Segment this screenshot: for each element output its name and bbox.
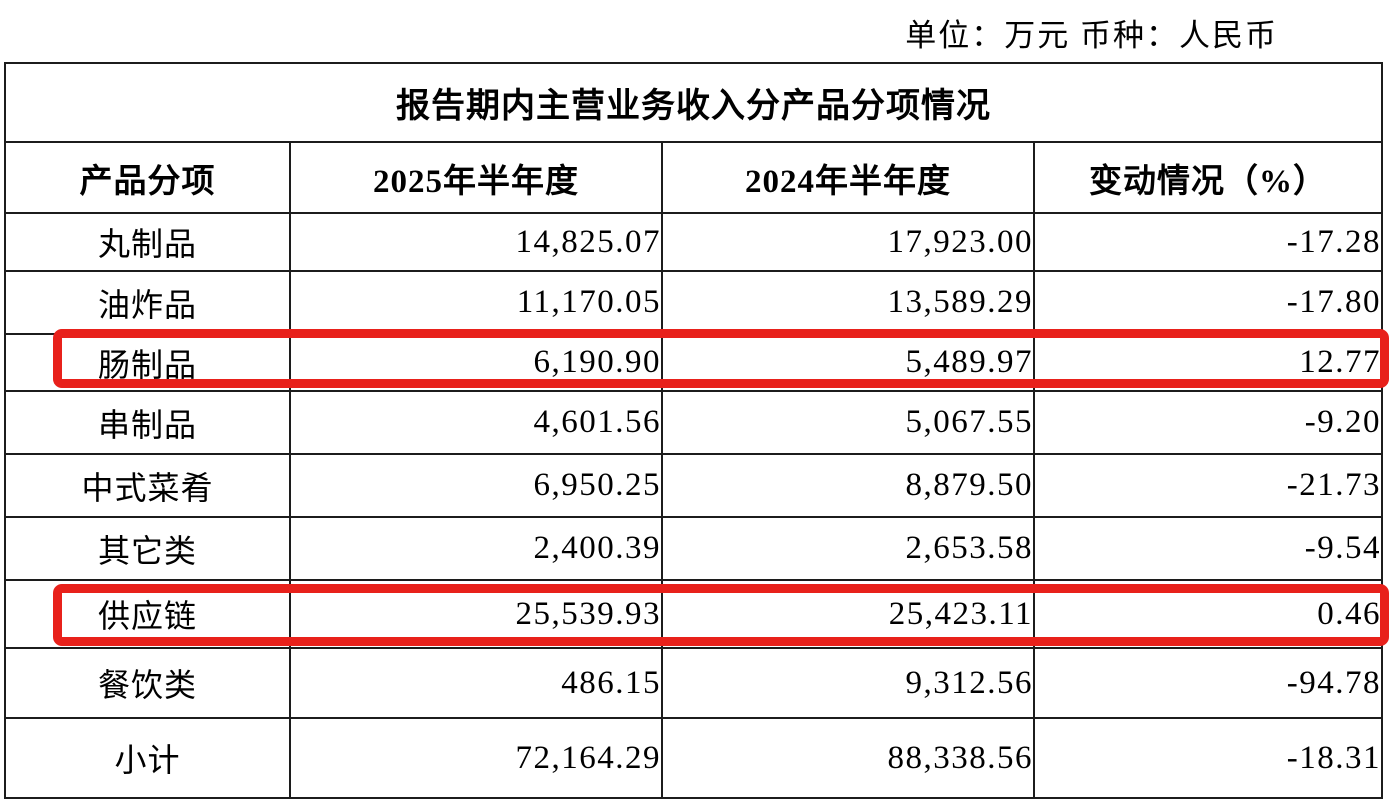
product-cell: 油炸品 [4, 270, 291, 335]
table-row-subtotal: 小计 72,164.29 88,338.56 -18.31 [4, 717, 1383, 799]
change-pct-cell: -94.78 [1033, 647, 1383, 719]
value-2025-cell: 11,170.05 [289, 270, 663, 335]
value-2025-cell: 4,601.56 [289, 390, 663, 455]
product-cell: 肠制品 [4, 333, 291, 392]
table-title: 报告期内主营业务收入分产品分项情况 [4, 62, 1383, 143]
value-2025-cell: 6,950.25 [289, 453, 663, 518]
value-2025-cell: 6,190.90 [289, 333, 663, 392]
change-pct-cell: -9.54 [1033, 516, 1383, 581]
change-pct-cell: -17.80 [1033, 270, 1383, 335]
value-2025-cell: 72,164.29 [289, 717, 663, 799]
change-pct-cell: -21.73 [1033, 453, 1383, 518]
product-cell: 串制品 [4, 390, 291, 455]
value-2025-cell: 486.15 [289, 647, 663, 719]
product-cell: 中式菜肴 [4, 453, 291, 518]
change-pct-cell: -9.20 [1033, 390, 1383, 455]
value-2024-cell: 2,653.58 [661, 516, 1035, 581]
table-row: 中式菜肴 6,950.25 8,879.50 -21.73 [4, 453, 1383, 518]
table-row: 油炸品 11,170.05 13,589.29 -17.80 [4, 270, 1383, 335]
value-2024-cell: 9,312.56 [661, 647, 1035, 719]
product-cell: 供应链 [4, 579, 291, 649]
product-cell: 餐饮类 [4, 647, 291, 719]
product-cell: 丸制品 [4, 212, 291, 272]
table-row: 串制品 4,601.56 5,067.55 -9.20 [4, 390, 1383, 455]
change-pct-cell: 12.77 [1033, 333, 1383, 392]
table-row-highlighted: 供应链 25,539.93 25,423.11 0.46 [4, 579, 1383, 649]
table-row: 餐饮类 486.15 9,312.56 -94.78 [4, 647, 1383, 719]
value-2025-cell: 14,825.07 [289, 212, 663, 272]
change-pct-cell: -18.31 [1033, 717, 1383, 799]
value-2024-cell: 5,067.55 [661, 390, 1035, 455]
product-cell: 其它类 [4, 516, 291, 581]
value-2024-cell: 8,879.50 [661, 453, 1035, 518]
product-cell: 小计 [4, 717, 291, 799]
unit-currency-label: 单位：万元 币种：人民币 [905, 18, 1278, 53]
column-header-change-pct: 变动情况（%） [1033, 141, 1383, 214]
value-2024-cell: 25,423.11 [661, 579, 1035, 649]
value-2025-cell: 25,539.93 [289, 579, 663, 649]
value-2024-cell: 13,589.29 [661, 270, 1035, 335]
table-title-row: 报告期内主营业务收入分产品分项情况 [4, 62, 1383, 143]
value-2024-cell: 17,923.00 [661, 212, 1035, 272]
table-row-highlighted: 肠制品 6,190.90 5,489.97 12.77 [4, 333, 1383, 392]
column-header-2024-h1: 2024年半年度 [661, 141, 1035, 214]
column-header-2025-h1: 2025年半年度 [289, 141, 663, 214]
change-pct-cell: -17.28 [1033, 212, 1383, 272]
value-2025-cell: 2,400.39 [289, 516, 663, 581]
table-header-row: 产品分项 2025年半年度 2024年半年度 变动情况（%） [4, 141, 1383, 214]
revenue-by-product-table: 报告期内主营业务收入分产品分项情况 产品分项 2025年半年度 2024年半年度… [4, 62, 1383, 799]
table-row: 其它类 2,400.39 2,653.58 -9.54 [4, 516, 1383, 581]
value-2024-cell: 5,489.97 [661, 333, 1035, 392]
table-row: 丸制品 14,825.07 17,923.00 -17.28 [4, 212, 1383, 272]
column-header-product: 产品分项 [4, 141, 291, 214]
change-pct-cell: 0.46 [1033, 579, 1383, 649]
value-2024-cell: 88,338.56 [661, 717, 1035, 799]
